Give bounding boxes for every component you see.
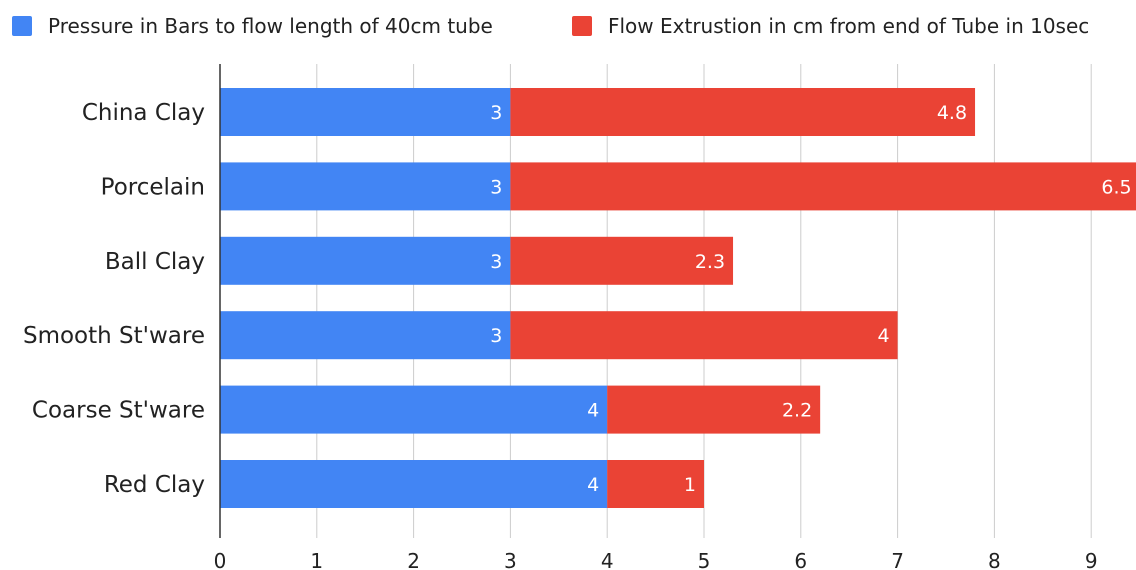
x-tick-label-7: 7	[891, 549, 904, 570]
data-label-flow-4: 2.2	[782, 400, 812, 422]
data-label-pressure-4: 4	[587, 400, 599, 422]
data-label-flow-3: 4	[878, 325, 890, 347]
legend-swatch-pressure	[12, 16, 32, 36]
x-tick-label-0: 0	[214, 549, 227, 570]
data-label-flow-1: 6.5	[1101, 176, 1131, 198]
category-label-3: Smooth St'ware	[23, 323, 205, 349]
category-label-5: Red Clay	[104, 472, 205, 498]
bar-flow-2	[510, 236, 734, 285]
bar-flow-4	[607, 385, 821, 434]
x-tick-label-5: 5	[698, 549, 711, 570]
data-label-flow-2: 2.3	[695, 251, 725, 273]
legend-label-pressure: Pressure in Bars to flow length of 40cm …	[48, 14, 493, 38]
category-label-4: Coarse St'ware	[32, 398, 205, 424]
x-tick-label-4: 4	[601, 549, 614, 570]
bar-pressure-3	[220, 311, 511, 360]
bar-pressure-1	[220, 162, 511, 211]
category-label-0: China Clay	[82, 100, 205, 126]
bar-flow-0	[510, 88, 976, 136]
category-label-1: Porcelain	[101, 174, 205, 200]
x-tick-label-9: 9	[1085, 549, 1098, 570]
legend-item-flow: Flow Extrustion in cm from end of Tube i…	[572, 14, 1089, 38]
x-tick-label-6: 6	[794, 549, 807, 570]
legend-item-pressure: Pressure in Bars to flow length of 40cm …	[12, 14, 493, 38]
data-label-pressure-2: 3	[490, 251, 502, 273]
bar-pressure-4	[220, 385, 608, 434]
bar-pressure-2	[220, 236, 511, 285]
data-label-flow-0: 4.8	[937, 102, 967, 124]
data-label-pressure-0: 3	[490, 102, 502, 124]
data-label-pressure-5: 4	[587, 474, 599, 496]
data-label-pressure-1: 3	[490, 176, 502, 198]
bar-pressure-0	[220, 88, 511, 136]
x-tick-label-2: 2	[407, 549, 420, 570]
legend: Pressure in Bars to flow length of 40cm …	[0, 0, 1136, 52]
bar-pressure-5	[220, 460, 608, 508]
data-label-flow-5: 1	[684, 474, 696, 496]
category-label-2: Ball Clay	[105, 249, 205, 275]
legend-label-flow: Flow Extrustion in cm from end of Tube i…	[608, 14, 1090, 38]
bar-flow-5	[607, 460, 704, 508]
data-label-pressure-3: 3	[490, 325, 502, 347]
x-tick-label-8: 8	[988, 549, 1001, 570]
legend-swatch-flow	[572, 16, 592, 36]
bar-flow-1	[510, 162, 1136, 211]
x-tick-label-1: 1	[310, 549, 323, 570]
bar-flow-3	[510, 311, 898, 360]
x-tick-label-3: 3	[504, 549, 517, 570]
